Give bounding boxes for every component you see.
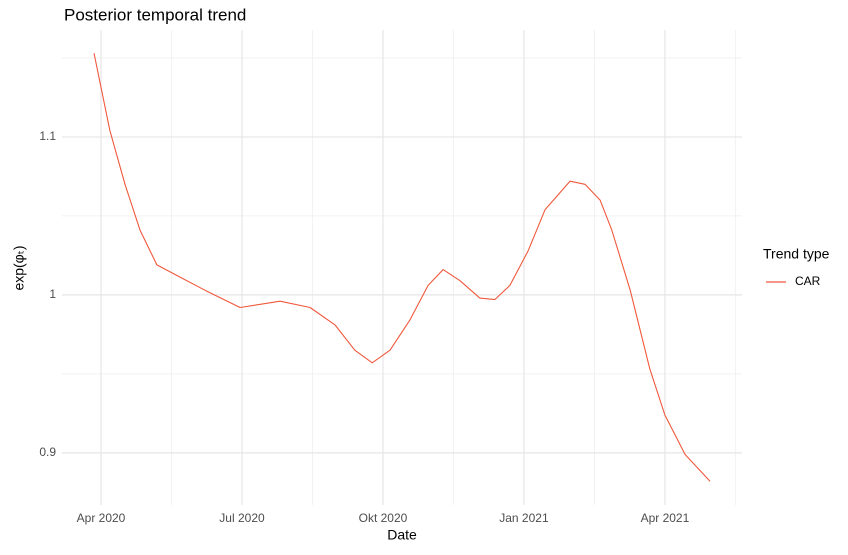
y-tick-label: 1.1 bbox=[39, 129, 56, 143]
legend-label: CAR bbox=[795, 274, 821, 288]
line bbox=[93, 53, 711, 482]
x-tick-label: Jan 2021 bbox=[499, 511, 549, 525]
chart-title: Posterior temporal trend bbox=[64, 5, 246, 24]
x-tick-label: Apr 2021 bbox=[641, 511, 690, 525]
x-tick-label: Okt 2020 bbox=[359, 511, 408, 525]
y-tick-label: 1 bbox=[49, 287, 56, 301]
x-axis-label: Date bbox=[387, 527, 417, 543]
y-axis-label: exp(φₜ) bbox=[11, 245, 27, 290]
x-tick-label: Jul 2020 bbox=[219, 511, 265, 525]
y-tick-label: 0.9 bbox=[39, 445, 56, 459]
x-tick-label: Apr 2020 bbox=[77, 511, 126, 525]
legend-title: Trend type bbox=[763, 246, 830, 262]
